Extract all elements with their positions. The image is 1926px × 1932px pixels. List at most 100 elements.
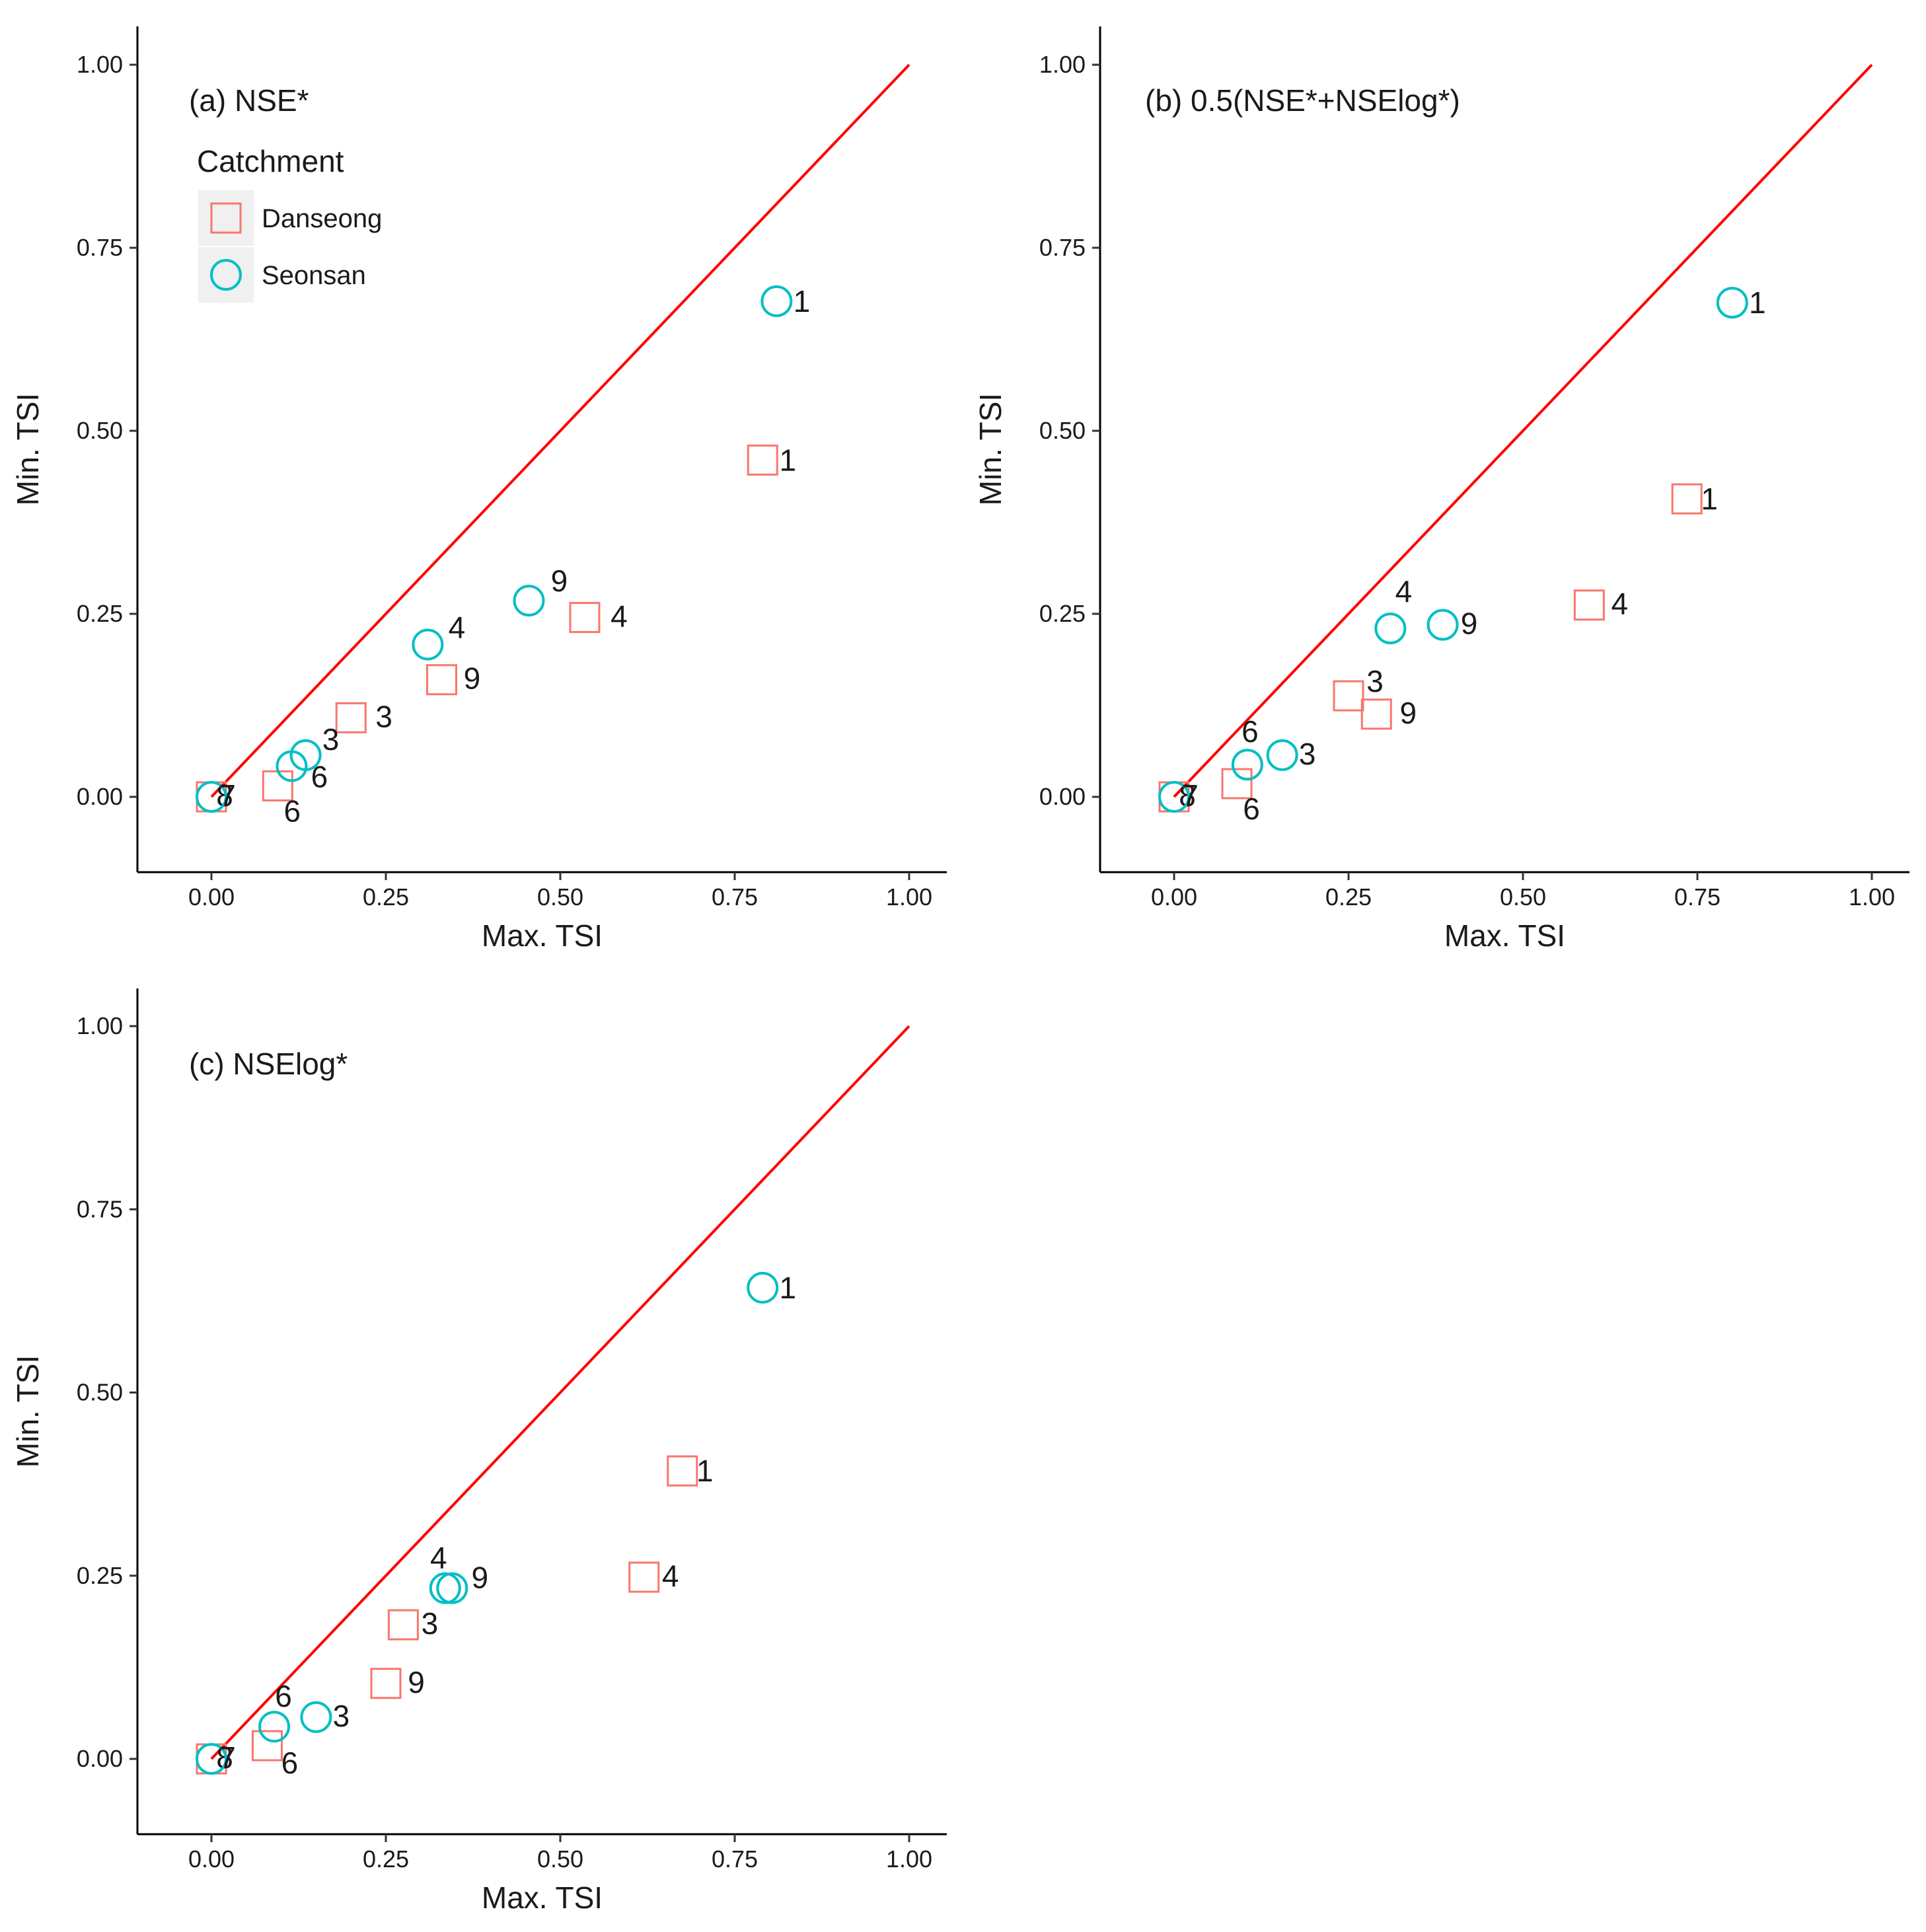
data-point-seonsan (276, 750, 308, 782)
data-point-danseong (1573, 589, 1605, 621)
legend-key-background (198, 190, 254, 246)
y-tick-label: 1.00 (77, 1012, 123, 1039)
y-axis-title: Min. TSI (973, 393, 1008, 505)
data-point-seonsan (196, 781, 227, 813)
data-point-seonsan (747, 1271, 779, 1304)
data-point-seonsan (300, 1701, 332, 1733)
x-tick-label: 1.00 (886, 1845, 932, 1873)
data-point-danseong (426, 664, 457, 696)
legend-key-background (198, 247, 254, 303)
y-axis-title: Min. TSI (11, 1355, 45, 1468)
y-tick-label: 0.25 (1039, 600, 1086, 627)
legend-circle-icon (210, 259, 242, 291)
data-point-danseong (387, 1609, 419, 1641)
chart-panel-3: 0.00 0.25 0.50 0.75 1.00 0.00 0.25 0.50 0.75 1.00… (11, 988, 947, 1915)
point-label: 9 (1461, 607, 1478, 641)
point-label: 9 (472, 1561, 489, 1595)
panel-title: (c) NSElog* (189, 1047, 348, 1081)
x-tick-label: 1.00 (886, 883, 932, 910)
data-point-danseong (1221, 768, 1253, 799)
data-point-danseong (370, 1668, 402, 1699)
point-label: 9 (464, 661, 481, 696)
legend-label-seonsan: Seonsan (262, 261, 366, 290)
point-label: 4 (430, 1541, 447, 1575)
point-label: 9 (408, 1665, 425, 1699)
data-point-danseong (667, 1455, 698, 1487)
point-label: 1 (794, 284, 811, 318)
y-tick-label: 1.00 (77, 51, 123, 78)
point-label: 6 (311, 759, 328, 794)
x-tick-label: 0.00 (188, 883, 235, 910)
y-tick-label: 0.00 (1039, 783, 1086, 810)
legend-square-icon (210, 202, 242, 234)
chart-panel-2: 0.00 0.25 0.50 0.75 1.00 0.00 0.25 0.50 0.75 1.00… (973, 26, 1909, 953)
y-tick-label: 0.00 (77, 1745, 123, 1772)
data-point-seonsan (412, 628, 444, 661)
x-tick-label: 0.25 (363, 1845, 409, 1873)
x-tick-label: 0.75 (712, 883, 758, 910)
data-point-danseong (628, 1561, 660, 1593)
legend: Catchment Danseong Seonsan (197, 144, 382, 303)
data-point-seonsan (436, 1572, 468, 1604)
y-axis-title: Min. TSI (11, 393, 45, 505)
legend-label-danseong: Danseong (262, 204, 382, 233)
point-label: 6 (1241, 714, 1259, 749)
point-label: 7 (1181, 778, 1199, 813)
data-point-danseong (1333, 680, 1364, 712)
point-label: 6 (275, 1679, 292, 1713)
data-point-seonsan (1158, 781, 1190, 813)
point-label: 4 (662, 1559, 679, 1593)
point-label: 1 (1701, 482, 1718, 516)
point-label: 3 (322, 722, 340, 757)
data-point-seonsan (1266, 739, 1298, 771)
x-tick-label: 0.75 (712, 1845, 758, 1873)
y-tick-label: 0.50 (77, 1379, 123, 1406)
data-point-seonsan (1231, 749, 1263, 781)
point-label: 7 (219, 778, 236, 813)
x-tick-label: 0.50 (537, 883, 583, 910)
point-label: 4 (611, 599, 628, 634)
data-point-danseong (1671, 483, 1703, 515)
data-point-seonsan (196, 1743, 227, 1775)
x-tick-label: 0.50 (1500, 883, 1546, 910)
point-label: 6 (281, 1746, 299, 1780)
panel-title: (b) 0.5(NSE*+NSElog*) (1145, 83, 1460, 118)
reference-line (1173, 63, 1873, 798)
point-label: 3 (333, 1699, 350, 1733)
data-point-danseong (251, 1730, 283, 1762)
y-tick-label: 0.50 (1039, 417, 1086, 444)
point-label: 1 (779, 443, 796, 477)
y-tick-label: 0.25 (77, 1562, 123, 1589)
y-tick-label: 0.75 (1039, 234, 1086, 261)
point-label: 3 (1366, 664, 1384, 698)
chart-panel-1: 0.00 0.25 0.50 0.75 1.00 0.00 0.25 0.50 0.75 1.00… (11, 26, 947, 953)
x-tick-label: 0.25 (1325, 883, 1372, 910)
point-label: 9 (1399, 696, 1417, 730)
x-tick-label: 0.50 (537, 1845, 583, 1873)
point-label: 6 (1243, 792, 1260, 826)
point-label: 6 (284, 794, 301, 828)
point-label: 4 (449, 611, 466, 645)
y-tick-label: 0.50 (77, 417, 123, 444)
data-point-danseong (1360, 698, 1392, 730)
reference-line (210, 1025, 910, 1760)
x-axis-title: Max. TSI (482, 1880, 603, 1915)
y-tick-label: 0.25 (77, 600, 123, 627)
legend-title: Catchment (197, 144, 344, 178)
x-axis-title: Max. TSI (482, 918, 603, 953)
data-point-seonsan (429, 1572, 461, 1604)
x-tick-label: 1.00 (1849, 883, 1895, 910)
x-tick-label: 0.25 (363, 883, 409, 910)
y-tick-label: 0.75 (77, 1195, 123, 1222)
data-point-danseong (569, 602, 601, 634)
data-point-danseong (335, 702, 367, 733)
point-label: 3 (1299, 737, 1316, 771)
y-tick-label: 0.75 (77, 234, 123, 261)
point-label: 1 (696, 1454, 714, 1488)
data-point-seonsan (1426, 609, 1459, 641)
y-tick-label: 0.00 (77, 783, 123, 810)
x-tick-label: 0.00 (188, 1845, 235, 1873)
point-label: 4 (1611, 587, 1629, 621)
data-point-seonsan (1374, 613, 1407, 645)
